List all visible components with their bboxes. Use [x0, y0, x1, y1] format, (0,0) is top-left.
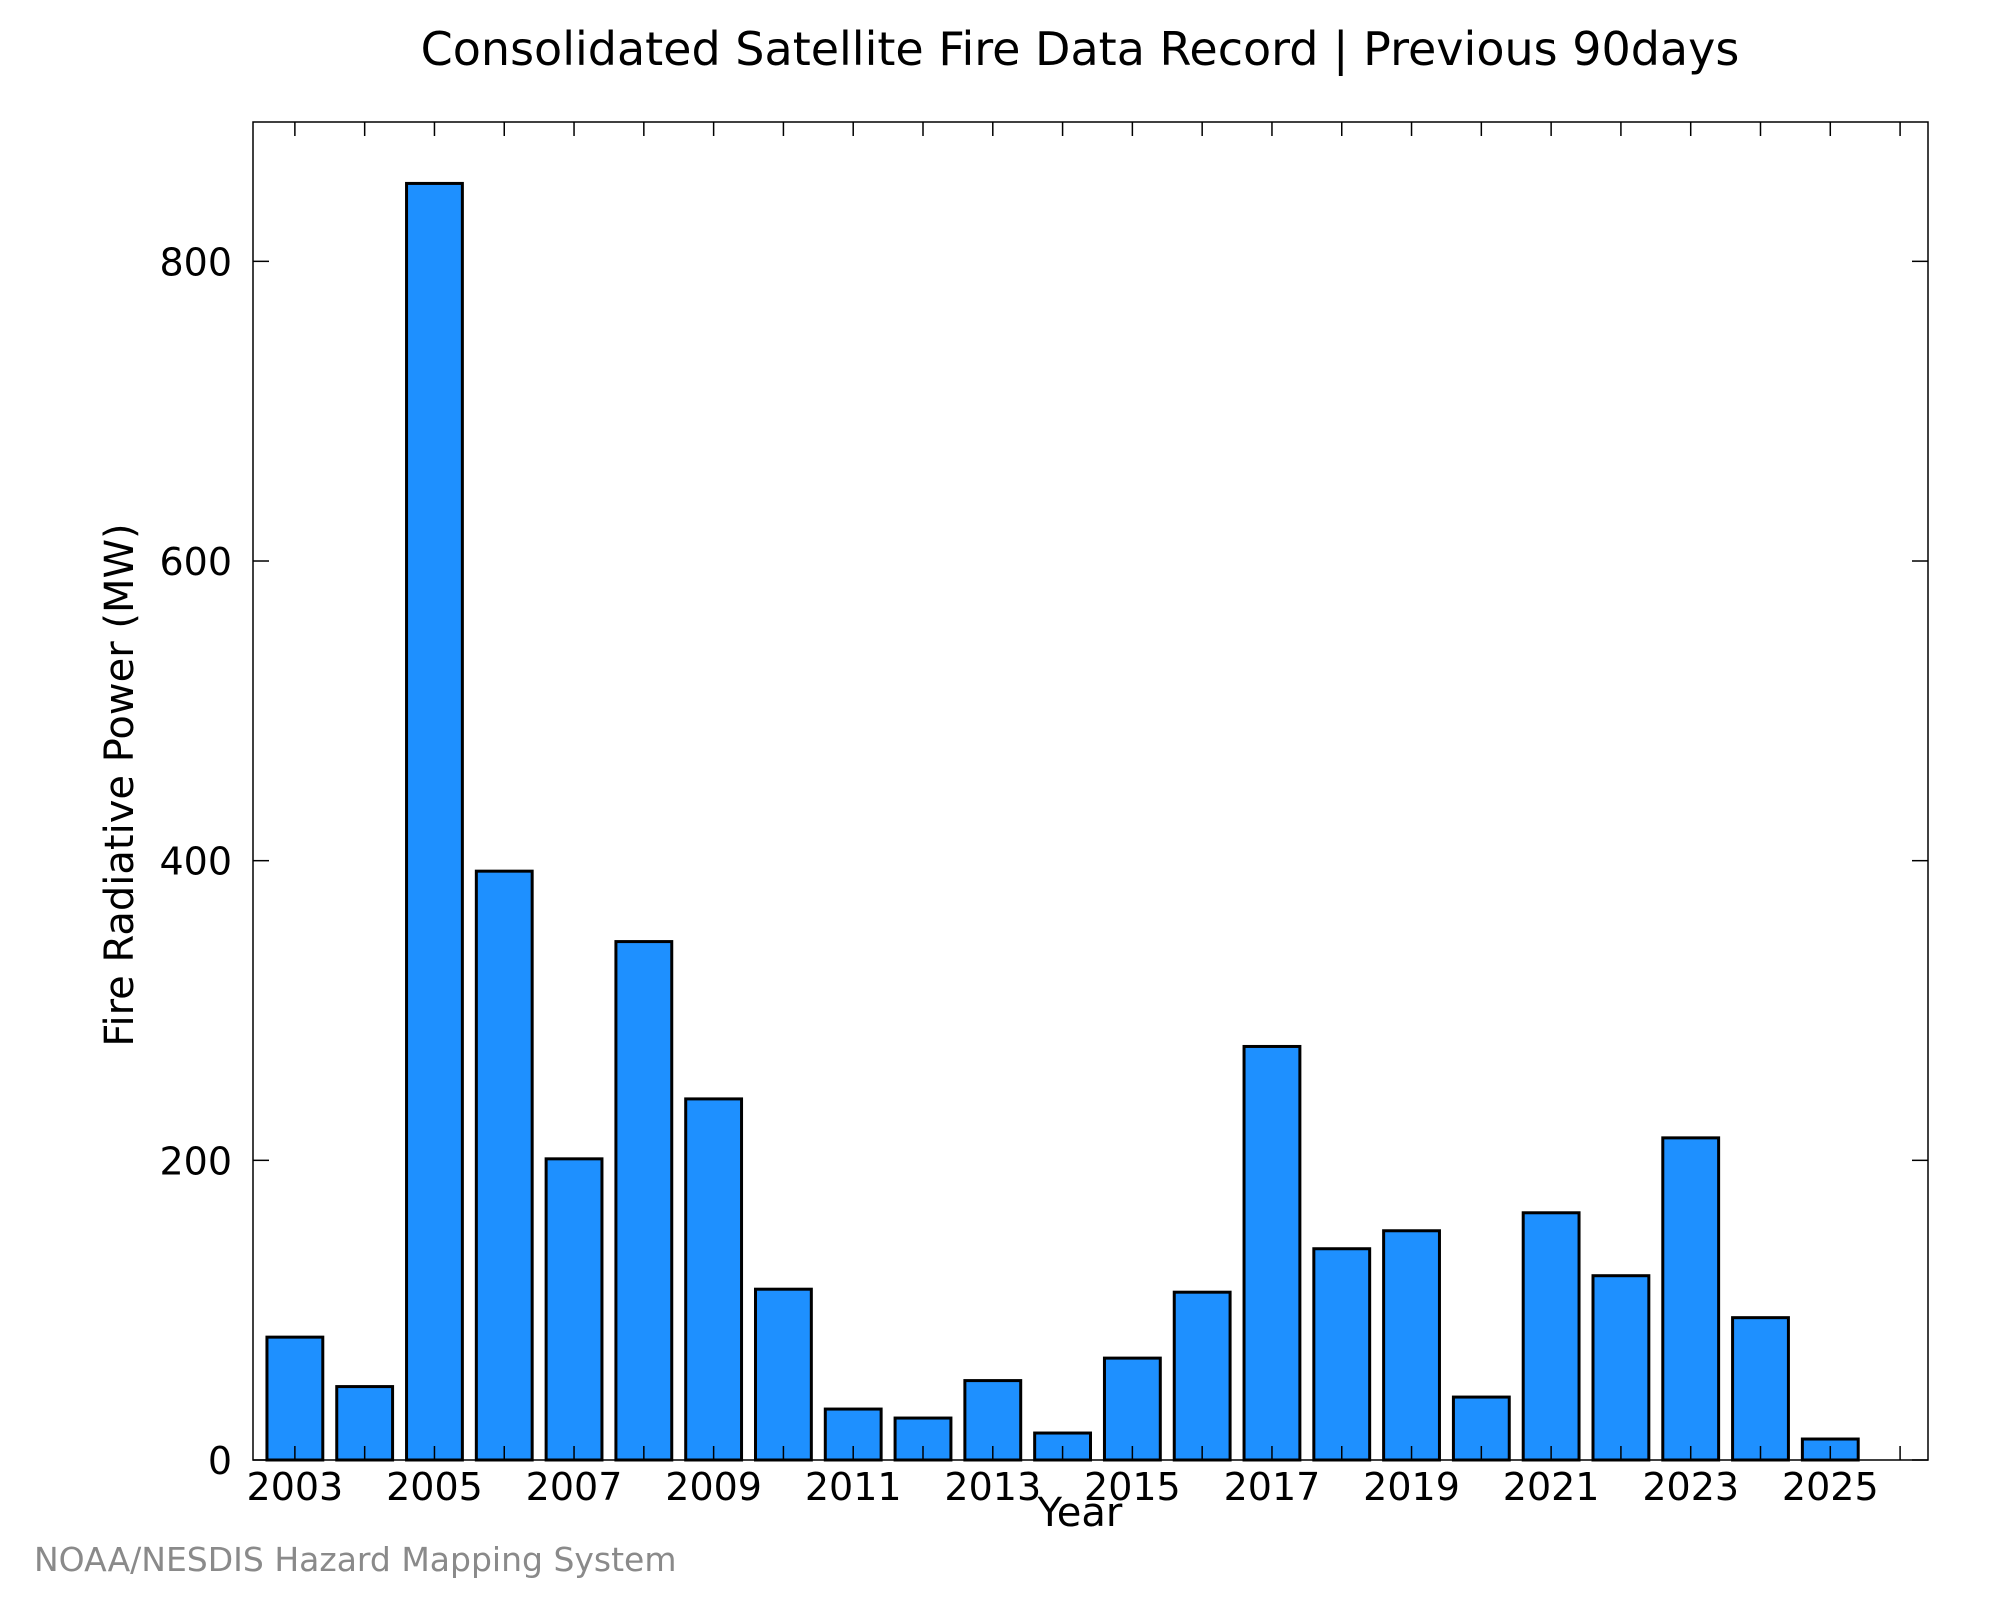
bar-2024	[1731, 1316, 1790, 1462]
bar-2005	[405, 181, 464, 1462]
y-tick-label-200: 200	[159, 1139, 232, 1183]
x-tick-label-2013: 2013	[944, 1465, 1041, 1509]
x-tick-label-2009: 2009	[665, 1465, 762, 1509]
bar-2016	[1172, 1290, 1232, 1462]
x-tick-label-2025: 2025	[1782, 1465, 1879, 1509]
bar-2021	[1521, 1211, 1581, 1462]
bar-2017	[1242, 1044, 1302, 1462]
chart-title: Consolidated Satellite Fire Data Record …	[420, 22, 1740, 76]
credit-text: NOAA/NESDIS Hazard Mapping System	[34, 1540, 677, 1579]
bar-2009	[684, 1097, 744, 1462]
bar-2023	[1661, 1136, 1721, 1462]
bar-2022	[1591, 1274, 1651, 1462]
x-tick-label-2011: 2011	[805, 1465, 902, 1509]
bar-2015	[1102, 1356, 1162, 1462]
x-tick-label-2023: 2023	[1642, 1465, 1739, 1509]
bar-2006	[474, 869, 534, 1462]
y-tick-label-800: 800	[159, 240, 232, 284]
bar-2019	[1382, 1229, 1441, 1462]
y-tick-label-0: 0	[208, 1439, 232, 1483]
y-axis-label: Fire Radiative Power (MW)	[97, 523, 143, 1047]
x-tick-label-2005: 2005	[386, 1465, 483, 1509]
bar-2018	[1312, 1247, 1372, 1462]
y-tick-label-600: 600	[159, 540, 232, 584]
x-tick-label-2015: 2015	[1084, 1465, 1181, 1509]
x-axis-label: Year	[1037, 1490, 1123, 1536]
x-tick-label-2007: 2007	[526, 1465, 623, 1509]
bar-2003	[265, 1335, 325, 1462]
y-tick-label-400: 400	[159, 840, 232, 884]
x-tick-label-2003: 2003	[247, 1465, 344, 1509]
x-tick-label-2021: 2021	[1503, 1465, 1600, 1509]
plot-frame	[252, 121, 1929, 1461]
x-tick-label-2017: 2017	[1224, 1465, 1321, 1509]
x-tick-label-2019: 2019	[1363, 1465, 1460, 1509]
bar-2008	[614, 940, 674, 1462]
bar-2007	[544, 1157, 604, 1462]
bar-2010	[754, 1287, 813, 1462]
